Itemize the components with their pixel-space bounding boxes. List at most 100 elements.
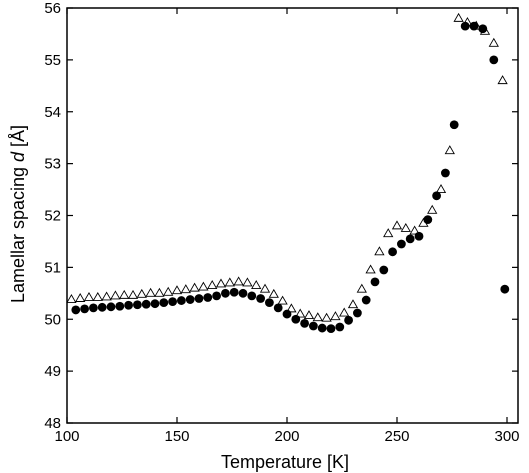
triangle-point (224, 277, 235, 287)
circle-point (273, 303, 283, 313)
plot-frame (66, 7, 519, 424)
y-tick-label: 55 (44, 52, 61, 69)
y-tick-label: 51 (44, 259, 61, 276)
plot-border (66, 7, 519, 424)
series-open-triangles (66, 12, 508, 322)
x-tick-label: 100 (54, 428, 79, 445)
circle-point (238, 288, 248, 298)
circle-point (247, 291, 257, 301)
circle-point (489, 55, 499, 65)
circle-point (423, 215, 433, 225)
triangle-point (251, 280, 262, 289)
circle-point (370, 277, 380, 287)
circle-point (405, 234, 415, 244)
triangle-point (488, 37, 499, 47)
triangle-point (365, 264, 376, 274)
y-axis-label: Lamellar spacing d [Å] (8, 125, 28, 303)
circle-point (194, 294, 204, 303)
circle-point (97, 302, 107, 312)
circle-point (335, 322, 345, 332)
circle-point (449, 120, 459, 130)
x-tick-label: 150 (164, 428, 189, 445)
circle-point (159, 298, 169, 308)
triangle-point (215, 278, 227, 288)
circle-point (256, 294, 265, 303)
circle-point (115, 301, 125, 311)
triangle-point (268, 288, 279, 298)
x-axis-label: Temperature [K] (221, 452, 349, 472)
triangle-point (286, 303, 297, 313)
y-tick-label: 50 (44, 311, 61, 328)
triangle-point (321, 312, 332, 322)
circle-point (141, 299, 151, 309)
triangle-point (444, 145, 455, 155)
triangle-point (303, 310, 315, 320)
triangle-point (119, 289, 130, 299)
y-axis-label-prefix: Lamellar spacing (8, 162, 28, 303)
y-axis-label-symbol: d (8, 151, 28, 162)
circle-point (388, 247, 397, 257)
triangle-point (154, 287, 165, 297)
series-filled-circles (71, 21, 510, 333)
data-marks (66, 12, 510, 333)
triangle-point (277, 295, 288, 305)
circle-point (133, 300, 142, 310)
circle-point (106, 302, 116, 312)
circle-point (71, 305, 81, 315)
triangle-point (110, 290, 121, 300)
triangle-point (233, 276, 244, 286)
circle-point (414, 231, 424, 241)
triangle-point (409, 225, 420, 235)
triangle-point (339, 307, 350, 317)
triangle-point (136, 288, 147, 298)
circle-point (80, 304, 89, 314)
triangle-point (75, 292, 86, 302)
x-tick-label: 250 (384, 428, 409, 445)
circle-point (265, 298, 274, 308)
circle-point (124, 300, 133, 310)
circle-point (353, 308, 362, 318)
triangle-point (391, 220, 403, 230)
circle-point (150, 299, 160, 309)
triangle-point (259, 283, 271, 293)
triangle-point (295, 308, 306, 318)
triangle-point (497, 75, 508, 85)
triangle-point (189, 282, 200, 292)
circle-point (432, 191, 441, 201)
triangle-point (242, 277, 253, 287)
circle-point (441, 168, 450, 178)
triangle-point (66, 294, 77, 303)
circle-point (177, 296, 186, 305)
triangle-point (453, 12, 464, 22)
y-axis-label-unit: [Å] (8, 125, 28, 152)
y-tick-label: 54 (44, 104, 61, 121)
circle-point (500, 284, 510, 294)
x-tick-label: 300 (494, 428, 519, 445)
triangle-point (435, 184, 447, 194)
circle-point (379, 265, 389, 275)
triangle-point (171, 285, 183, 295)
triangle-point (101, 291, 112, 301)
circle-point (212, 291, 222, 301)
y-tick-label: 48 (44, 415, 61, 432)
circle-point (282, 309, 292, 319)
y-tick-label: 56 (44, 0, 61, 17)
circle-point (291, 314, 301, 324)
circle-point (326, 324, 336, 333)
triangle-point (356, 283, 367, 293)
circle-point (309, 321, 318, 331)
triangle-point (180, 284, 191, 294)
tick-labels: 100 150 200 250 300 48 49 50 51 52 53 54 55 56 (44, 0, 519, 445)
circle-point (168, 297, 178, 307)
x-tick-label: 200 (274, 428, 299, 445)
circle-point (317, 323, 327, 333)
circle-point (300, 319, 309, 328)
y-tick-label: 49 (44, 363, 61, 380)
y-tick-label: 52 (44, 208, 61, 225)
triangle-point (330, 311, 341, 321)
triangle-point (83, 291, 95, 301)
circle-point (397, 239, 406, 249)
circle-point (469, 21, 479, 31)
circle-point (185, 295, 195, 304)
